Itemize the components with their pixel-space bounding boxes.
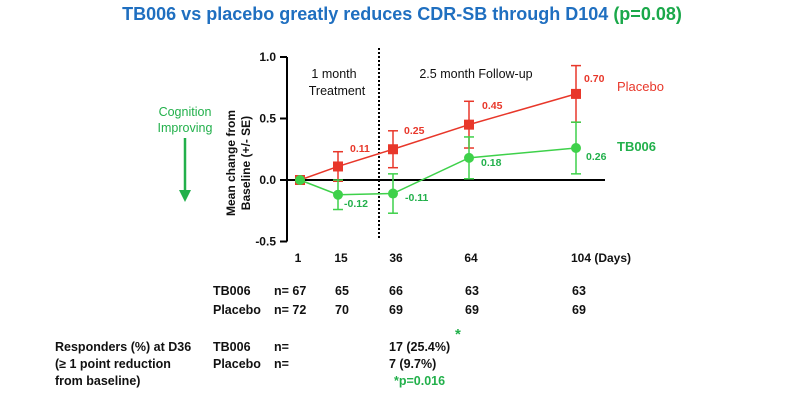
x-tick-label: 64 <box>464 251 478 265</box>
phase1-label-2: Treatment <box>309 84 366 98</box>
row-placebo-label: Placebo <box>213 303 261 317</box>
y-tick-label: -0.5 <box>255 235 276 249</box>
data-point-tb006 <box>571 143 581 154</box>
down-arrow-icon <box>179 138 191 202</box>
y-tick-label: 0.0 <box>259 173 276 187</box>
row-tb006-d104: 63 <box>572 284 586 298</box>
row-placebo-d36: 69 <box>389 303 403 317</box>
phase1-label: 1 month <box>311 67 356 81</box>
chart-title: TB006 vs placebo greatly reduces CDR-SB … <box>0 4 804 25</box>
responders-placebo-label: Placebo <box>213 357 261 371</box>
data-label: 0.45 <box>482 100 503 112</box>
x-tick-label: 1 <box>295 251 302 265</box>
responders-tb006-n: n= <box>274 340 289 354</box>
significance-star: * <box>455 326 461 343</box>
row-tb006-d36: 66 <box>389 284 403 298</box>
x-tick-label: 36 <box>389 251 403 265</box>
responders-line1: Responders (%) at D36 <box>55 340 192 354</box>
data-label: 0.70 <box>584 73 605 85</box>
series-name-tb006: TB006 <box>617 139 656 154</box>
series-name-placebo: Placebo <box>617 79 664 94</box>
row-placebo-d64: 69 <box>465 303 479 317</box>
data-label: 0.11 <box>350 143 370 155</box>
data-label: -0.12 <box>344 198 368 210</box>
responders-tb006-label: TB006 <box>213 340 251 354</box>
data-label: 0.25 <box>404 125 425 137</box>
responders-placebo-value: 7 (9.7%) <box>389 357 437 371</box>
row-placebo-d15: 70 <box>335 303 349 317</box>
data-point-placebo <box>333 161 343 172</box>
x-tick-label: 15 <box>334 251 348 265</box>
y-tick-label: 0.5 <box>259 112 276 126</box>
title-main: TB006 vs placebo greatly reduces CDR-SB … <box>122 4 609 24</box>
data-point-tb006 <box>388 188 398 199</box>
data-point-placebo <box>388 144 398 155</box>
data-point-tb006 <box>464 152 474 163</box>
data-label: 0.18 <box>481 157 502 169</box>
title-pvalue: (p=0.08) <box>613 4 682 24</box>
row-tb006-d64: 63 <box>465 284 479 298</box>
cognition-improving-label: Cognition Improving <box>157 105 213 135</box>
data-point-tb006 <box>333 189 343 200</box>
responders-line3: from baseline) <box>55 374 141 388</box>
data-point-tb006 <box>295 175 305 185</box>
row-tb006-n: n= 67 <box>274 284 307 298</box>
x-tick-label: 104 (Days) <box>571 251 631 265</box>
data-point-placebo <box>571 88 581 99</box>
responders-pvalue: *p=0.016 <box>394 374 446 388</box>
responders-placebo-n: n= <box>274 357 289 371</box>
row-tb006-d15: 65 <box>335 284 349 298</box>
phase2-label: 2.5 month Follow-up <box>419 67 532 81</box>
data-label: -0.11 <box>405 192 429 204</box>
data-point-placebo <box>464 119 474 130</box>
row-placebo-d104: 69 <box>572 303 586 317</box>
y-tick-label: 1.0 <box>259 50 276 64</box>
responders-tb006-value: 17 (25.4%) <box>389 340 451 354</box>
responders-line2: (≥ 1 point reduction <box>55 357 171 371</box>
data-label: 0.26 <box>586 151 607 163</box>
row-placebo-n: n= 72 <box>274 303 307 317</box>
row-tb006-label: TB006 <box>213 284 251 298</box>
